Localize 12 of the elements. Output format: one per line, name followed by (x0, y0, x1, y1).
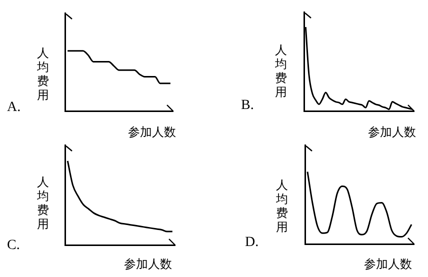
x-axis-title: 参加人数 (368, 124, 416, 141)
y-axis-title: 人均费用 (275, 43, 288, 99)
text: C. (7, 238, 20, 254)
y-axis-title: 人均费用 (37, 175, 50, 231)
y-axis-title: 人均费用 (37, 46, 50, 102)
y-axis-title: 人均费用 (276, 178, 289, 234)
x-axis-title: 参加人数 (124, 256, 172, 273)
text: B. (241, 98, 254, 114)
text: A. (7, 100, 21, 116)
x-axis-title: 参加人数 (128, 124, 176, 141)
text: D. (245, 235, 259, 251)
x-axis-title: 参加人数 (364, 256, 412, 273)
